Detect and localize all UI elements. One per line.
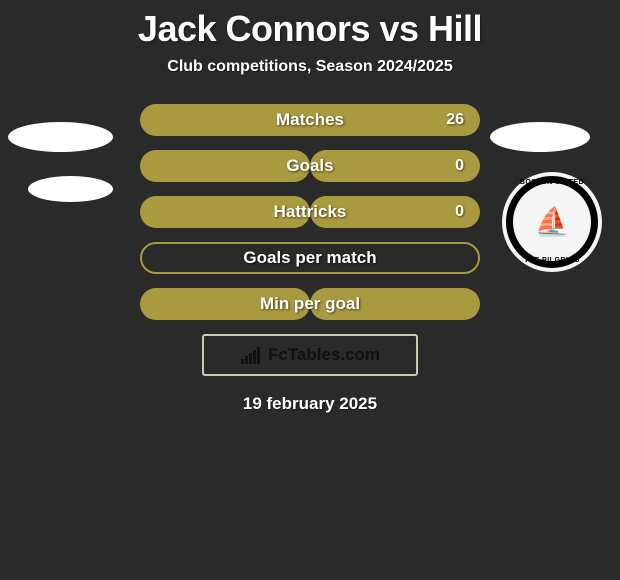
brand-label: FcTables.com [268, 345, 380, 365]
stat-bar-right [310, 150, 480, 182]
stat-row: Min per goal [140, 288, 480, 320]
stat-row: Matches26 [140, 104, 480, 136]
stat-bar-left [140, 288, 310, 320]
stats-section: Matches26 Goals0 Hattricks0 Goals per match… [0, 104, 620, 320]
stat-bar-outline [140, 242, 480, 274]
stat-bar-left [140, 196, 310, 228]
stat-bar-right [310, 288, 480, 320]
brand-box[interactable]: FcTables.com [202, 334, 418, 376]
stat-bar-right [140, 104, 480, 136]
bar-chart-icon [240, 346, 262, 364]
stat-bar-right [310, 196, 480, 228]
stat-row: Goals0 [140, 150, 480, 182]
subtitle: Club competitions, Season 2024/2025 [0, 58, 620, 76]
stat-row: Goals per match [140, 242, 480, 274]
comparison-card: Jack Connors vs Hill Club competitions, … [0, 0, 620, 414]
date-label: 19 february 2025 [0, 394, 620, 414]
page-title: Jack Connors vs Hill [0, 8, 620, 50]
stat-row: Hattricks0 [140, 196, 480, 228]
stat-bar-left [140, 150, 310, 182]
